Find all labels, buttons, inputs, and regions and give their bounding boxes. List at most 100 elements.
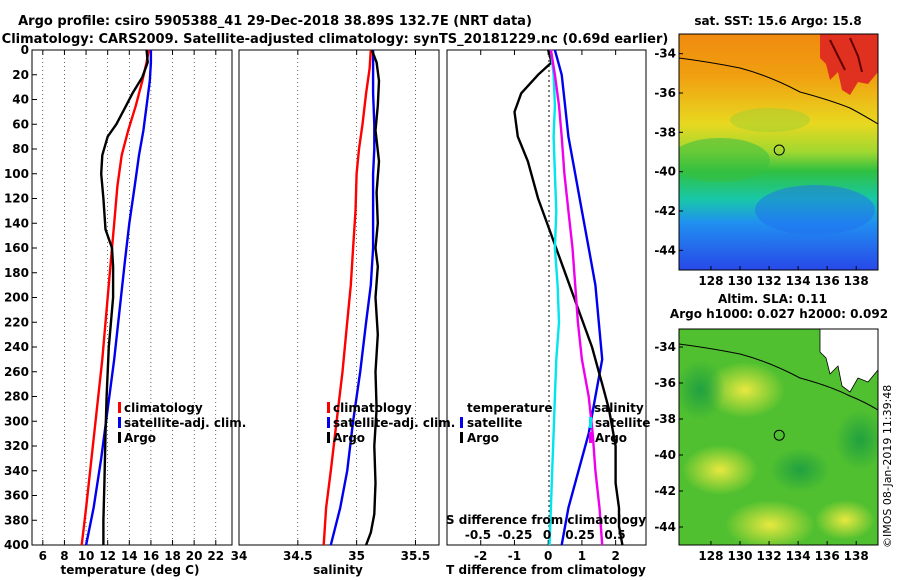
y-tick-label: 240 <box>4 340 29 354</box>
y-tick-label: 120 <box>4 192 29 206</box>
lat-tick-label: -36 <box>654 86 676 100</box>
y-tick-label: 40 <box>12 93 29 107</box>
x-tick-label: 6 <box>39 549 47 563</box>
sst-eddy <box>730 108 810 132</box>
argo-position-marker <box>773 144 785 156</box>
lat-tick-label: -42 <box>654 484 676 498</box>
series-line-temperature-satellite <box>553 49 604 546</box>
s-difference-label: S difference from climatology <box>446 513 646 527</box>
difference-x-label: T difference from climatology <box>446 563 646 577</box>
lat-tick-label: -44 <box>654 520 676 534</box>
y-tick-label: 100 <box>4 167 29 181</box>
legend-s-satellite: satellite <box>595 416 650 430</box>
lat-tick-label: -34 <box>654 47 676 61</box>
lon-tick-label: 130 <box>727 549 752 563</box>
x-tick-label: 0 <box>544 549 552 563</box>
sst-eddy <box>679 138 770 182</box>
legend-argo-swatch <box>118 432 121 443</box>
y-tick-label: 280 <box>4 390 29 404</box>
lat-tick-label: -42 <box>654 204 676 218</box>
sla-map-title: Altim. SLA: 0.11 <box>718 292 827 306</box>
salinity-axes-frame <box>238 49 440 546</box>
legend-satellite-swatch <box>118 417 121 428</box>
sst-eddy <box>755 185 875 235</box>
s-tick: 0 <box>543 528 551 542</box>
sla-map-frame <box>678 328 879 546</box>
lon-tick-label: 130 <box>727 274 752 288</box>
legend-t-satellite-swatch <box>460 417 463 428</box>
x-tick-label: 35.5 <box>401 549 431 563</box>
lon-tick-label: 128 <box>698 549 723 563</box>
sla-map: Altim. SLA: 0.11 Argo h1000: 0.027 h2000… <box>654 292 888 563</box>
s-tick: 0.5 <box>604 528 625 542</box>
title-line-1: Argo profile: csiro 5905388_41 29-Dec-20… <box>18 14 532 29</box>
credit-text: ©IMOS 08-Jan-2019 11:39:48 <box>881 385 894 548</box>
salinity-panel: 34 34.5 35 35.5 salinity climatology satell… <box>231 49 455 577</box>
y-tick-label: 160 <box>4 241 29 255</box>
series-line-argo <box>364 49 381 546</box>
bathymetry-contour <box>679 57 878 125</box>
sla-eddy <box>835 410 878 470</box>
lat-tick-label: -40 <box>654 448 676 462</box>
y-tick-label: 380 <box>4 513 29 527</box>
y-tick-label: 180 <box>4 266 29 280</box>
lon-tick-label: 132 <box>757 549 782 563</box>
temperature-x-label: temperature (deg C) <box>61 563 200 577</box>
legend-climatology-swatch <box>327 402 330 413</box>
s-tick: -0.5 <box>465 528 491 542</box>
lon-tick-label: 134 <box>786 274 811 288</box>
sla-eddy <box>679 360 725 420</box>
x-tick-label: 16 <box>143 549 160 563</box>
x-tick-label: 20 <box>186 549 203 563</box>
land-mass <box>820 329 878 392</box>
series-line-salinity-satellite <box>548 49 561 546</box>
legend-argo-swatch <box>327 432 330 443</box>
legend-satellite: satellite-adj. clim. <box>124 416 246 430</box>
legend-climatology-swatch <box>118 402 121 413</box>
y-tick-label: 340 <box>4 464 29 478</box>
y-tick-label: 320 <box>4 439 29 453</box>
y-tick-label: 80 <box>12 142 29 156</box>
series-line-satellite-adj-clim- <box>84 50 153 546</box>
sla-eddy <box>682 445 758 495</box>
sla-map-subtitle: Argo h1000: 0.027 h2000: 0.092 <box>670 307 888 321</box>
legend-s-satellite-swatch <box>589 417 592 428</box>
sst-map: sat. SST: 15.6 Argo: 15.8 128 130 132 134 13… <box>654 14 879 288</box>
s-tick: 0.25 <box>565 528 595 542</box>
temperature-axes-frame <box>31 49 233 546</box>
lon-tick-label: 138 <box>844 549 869 563</box>
y-tick-label: 140 <box>4 216 29 230</box>
x-tick-label: -2 <box>474 549 487 563</box>
x-tick-label: 14 <box>121 549 138 563</box>
x-tick-label: 12 <box>99 549 116 563</box>
legend-s-argo-swatch <box>589 432 592 443</box>
coastline <box>819 329 878 393</box>
sst-map-axes: 128 130 132 134 136 138 -34 -36 -38 -40 -42 -44 <box>654 47 868 288</box>
sla-eddy <box>770 448 830 492</box>
sla-eddy <box>815 500 875 540</box>
temperature-x-axis: 6 8 10 12 14 16 18 20 22 <box>39 50 224 563</box>
sst-map-title: sat. SST: 15.6 Argo: 15.8 <box>694 14 861 28</box>
lon-tick-label: 136 <box>815 274 840 288</box>
sla-eddy <box>705 362 785 418</box>
x-tick-label: 2 <box>611 549 619 563</box>
y-tick-label: 200 <box>4 291 29 305</box>
legend-satellite-swatch <box>327 417 330 428</box>
legend-argo: Argo <box>333 431 365 445</box>
legend-satellite: satellite-adj. clim. <box>333 416 455 430</box>
x-tick-label: 34 <box>231 549 248 563</box>
x-tick-label: 10 <box>78 549 95 563</box>
lat-tick-label: -38 <box>654 125 676 139</box>
x-tick-label: 22 <box>207 549 224 563</box>
temperature-panel: 0 20 40 60 80 100 120 140 160 180 200 220 240 260 280 3… <box>4 43 246 577</box>
y-tick-label: 400 <box>4 538 29 552</box>
y-tick-label: 0 <box>21 43 29 57</box>
legend-climatology: climatology <box>124 401 203 415</box>
y-tick-label: 300 <box>4 414 29 428</box>
x-tick-label: 8 <box>60 549 68 563</box>
difference-legend: temperature satellite Argo salinity sate… <box>460 401 650 445</box>
y-tick-label: 60 <box>12 117 29 131</box>
s-difference-ticks: -0.5 -0.25 0 0.25 0.5 <box>465 528 626 542</box>
x-tick-label: 34.5 <box>283 549 313 563</box>
legend-t-argo-swatch <box>460 432 463 443</box>
